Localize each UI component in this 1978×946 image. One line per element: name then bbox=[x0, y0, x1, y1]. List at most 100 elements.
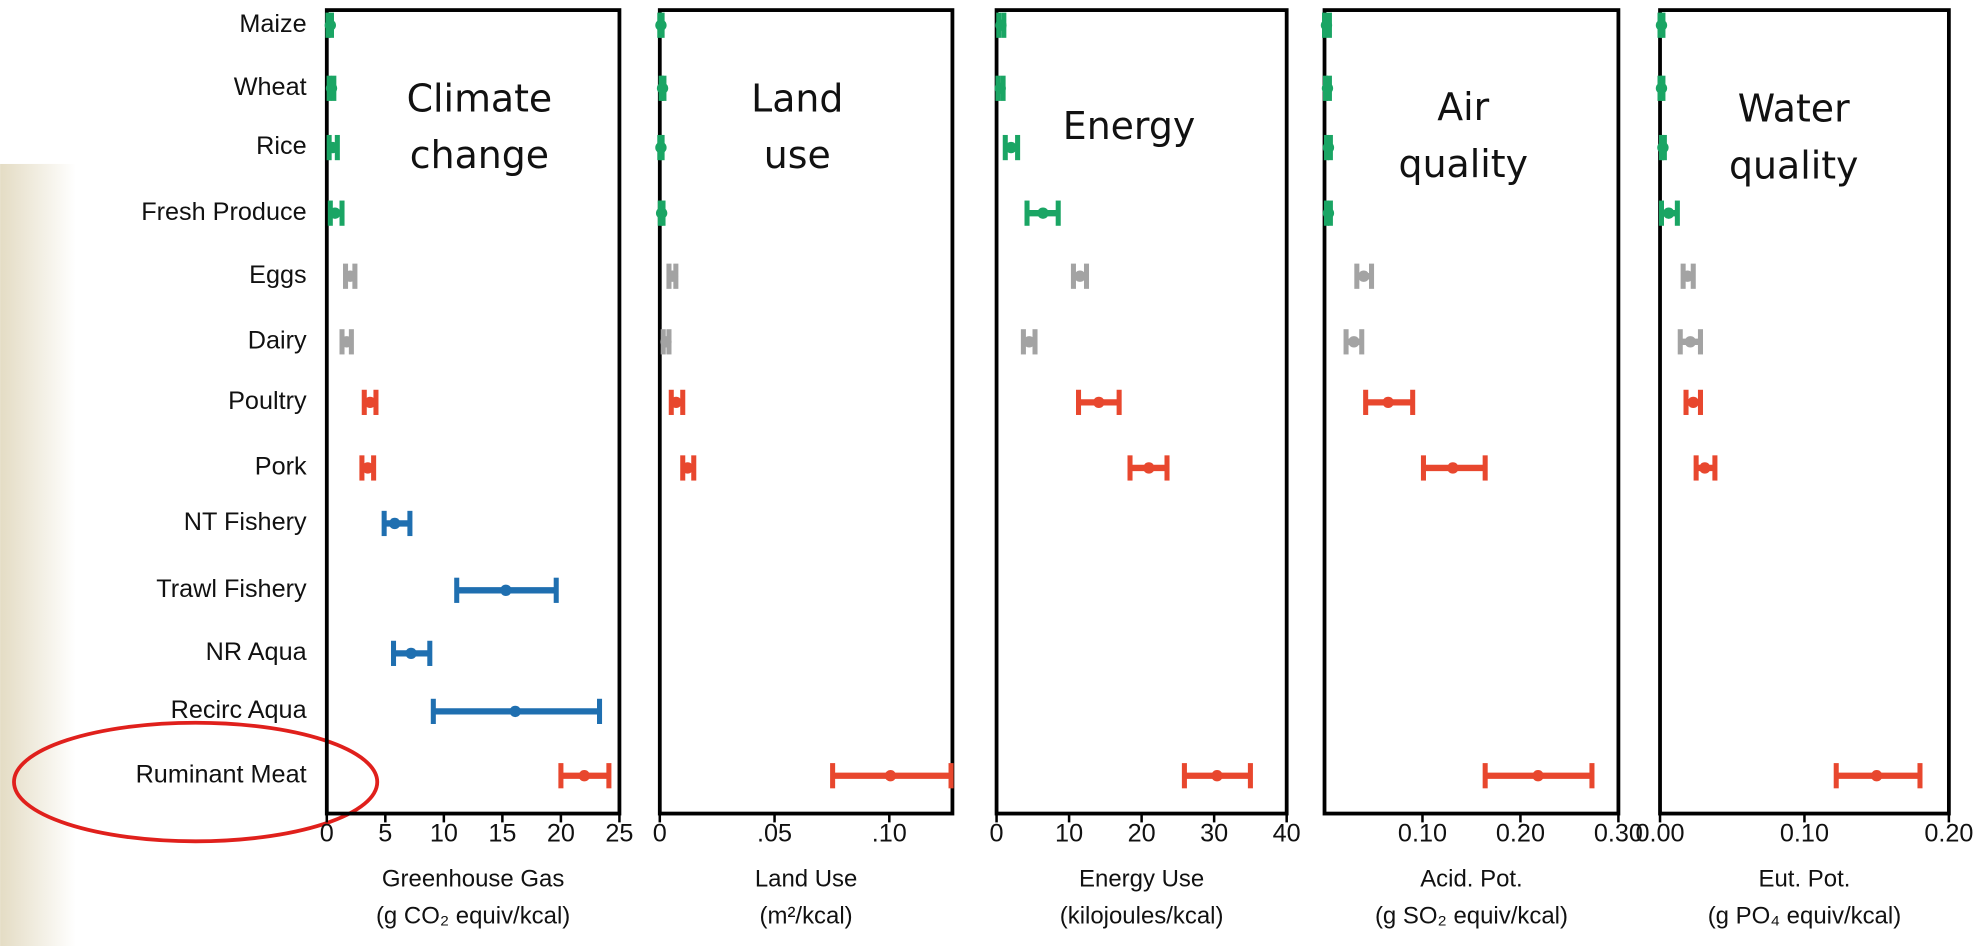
point bbox=[1321, 20, 1332, 31]
point bbox=[364, 397, 375, 408]
x-axis-label: (g PO₄ equiv/kcal) bbox=[1708, 902, 1902, 929]
x-tick-label: .05 bbox=[757, 820, 792, 848]
point bbox=[1348, 336, 1359, 347]
point bbox=[1074, 271, 1085, 282]
point bbox=[1211, 770, 1222, 781]
point bbox=[1688, 397, 1699, 408]
x-tick-label: 0.10 bbox=[1398, 820, 1447, 848]
x-tick-label: 10 bbox=[430, 820, 458, 848]
panel-title: change bbox=[410, 133, 549, 177]
panel-frame bbox=[1660, 10, 1949, 813]
point bbox=[995, 83, 1006, 94]
point bbox=[1682, 271, 1693, 282]
point bbox=[1657, 142, 1668, 153]
category-label: NR Aqua bbox=[206, 638, 308, 666]
point bbox=[329, 207, 340, 218]
category-label: NT Fishery bbox=[184, 508, 307, 536]
category-label: Poultry bbox=[228, 387, 307, 415]
background-texture bbox=[0, 164, 76, 946]
x-axis-label: (g SO₂ equiv/kcal) bbox=[1375, 902, 1568, 929]
point bbox=[655, 142, 666, 153]
point bbox=[345, 271, 356, 282]
panel-frame bbox=[660, 10, 953, 813]
x-tick-label: 0.10 bbox=[1780, 820, 1829, 848]
category-label: Recirc Aqua bbox=[171, 696, 308, 724]
point bbox=[405, 648, 416, 659]
point bbox=[327, 142, 338, 153]
point bbox=[1656, 20, 1667, 31]
point bbox=[657, 83, 668, 94]
point bbox=[1323, 142, 1334, 153]
x-axis-label: Eut. Pot. bbox=[1759, 866, 1851, 893]
x-tick-label: 40 bbox=[1273, 820, 1301, 848]
point bbox=[326, 83, 337, 94]
panel-frame bbox=[1325, 10, 1619, 813]
chart: MaizeWheatRiceFresh ProduceEggsDairyPoul… bbox=[0, 0, 1978, 946]
point bbox=[660, 336, 671, 347]
point bbox=[656, 207, 667, 218]
x-tick-label: 30 bbox=[1200, 820, 1228, 848]
point bbox=[1323, 207, 1334, 218]
point bbox=[1093, 397, 1104, 408]
point bbox=[1024, 336, 1035, 347]
x-axis-label: Acid. Pot. bbox=[1420, 866, 1523, 893]
x-axis-label: (kilojoules/kcal) bbox=[1060, 902, 1224, 929]
x-tick-label: 10 bbox=[1055, 820, 1083, 848]
x-tick-label: 0 bbox=[320, 820, 334, 848]
point bbox=[995, 20, 1006, 31]
category-label: Rice bbox=[256, 132, 306, 160]
category-label: Ruminant Meat bbox=[136, 760, 307, 788]
point bbox=[325, 20, 336, 31]
x-tick-label: 5 bbox=[378, 820, 392, 848]
point bbox=[1871, 770, 1882, 781]
category-label: Trawl Fishery bbox=[156, 575, 307, 603]
category-label: Eggs bbox=[249, 261, 306, 289]
x-tick-label: 20 bbox=[547, 820, 575, 848]
point bbox=[362, 462, 373, 473]
point bbox=[1699, 462, 1710, 473]
panel-title: Air bbox=[1437, 85, 1489, 129]
category-label: Dairy bbox=[248, 326, 307, 354]
point bbox=[885, 770, 896, 781]
x-tick-label: 25 bbox=[605, 820, 633, 848]
point bbox=[579, 770, 590, 781]
page: {"chart_data": [ {"type": "errorbar", "t… bbox=[0, 0, 1978, 946]
point bbox=[1532, 770, 1543, 781]
x-tick-label: 0.00 bbox=[1635, 820, 1684, 848]
point bbox=[1447, 462, 1458, 473]
panel-title: Energy bbox=[1063, 104, 1195, 148]
point bbox=[1322, 83, 1333, 94]
category-label: Wheat bbox=[234, 73, 307, 101]
panel-title: Climate bbox=[407, 76, 553, 120]
panel-title: quality bbox=[1729, 143, 1858, 187]
point bbox=[1663, 207, 1674, 218]
panel-title: Water bbox=[1738, 86, 1850, 130]
point bbox=[1143, 462, 1154, 473]
x-axis-label: Land Use bbox=[755, 866, 858, 893]
x-axis-label: (g CO₂ equiv/kcal) bbox=[376, 902, 570, 929]
x-tick-label: 15 bbox=[488, 820, 516, 848]
x-tick-label: 0 bbox=[990, 820, 1004, 848]
point bbox=[682, 462, 693, 473]
point bbox=[510, 706, 521, 717]
panel-title: use bbox=[764, 133, 831, 177]
category-label: Fresh Produce bbox=[141, 198, 306, 226]
x-axis-label: (m²/kcal) bbox=[760, 902, 853, 929]
point bbox=[1656, 83, 1667, 94]
point bbox=[1685, 336, 1696, 347]
x-tick-label: 0.20 bbox=[1496, 820, 1545, 848]
point bbox=[1358, 271, 1369, 282]
x-axis-label: Energy Use bbox=[1079, 866, 1204, 893]
x-tick-label: 20 bbox=[1128, 820, 1156, 848]
x-tick-label: 0.20 bbox=[1924, 820, 1973, 848]
point bbox=[1037, 207, 1048, 218]
point bbox=[1005, 142, 1016, 153]
point bbox=[389, 518, 400, 529]
point bbox=[667, 271, 678, 282]
point bbox=[670, 397, 681, 408]
point bbox=[500, 585, 511, 596]
point bbox=[341, 336, 352, 347]
point bbox=[655, 20, 666, 31]
category-label: Pork bbox=[255, 453, 307, 481]
x-axis-label: Greenhouse Gas bbox=[382, 866, 564, 893]
